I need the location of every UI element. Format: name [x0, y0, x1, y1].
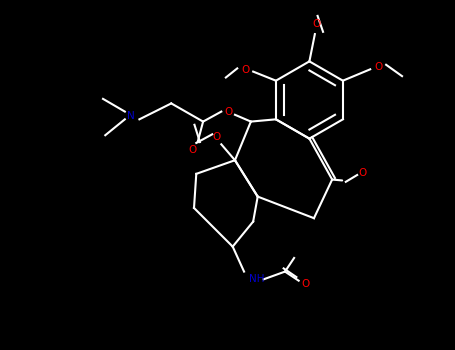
- Text: NH: NH: [248, 274, 264, 284]
- Text: N: N: [127, 111, 135, 121]
- Text: O: O: [312, 19, 320, 29]
- Text: O: O: [212, 132, 221, 142]
- Text: O: O: [301, 279, 309, 289]
- Text: O: O: [188, 145, 196, 155]
- Text: O: O: [359, 168, 367, 178]
- Text: O: O: [241, 65, 249, 75]
- Text: O: O: [224, 107, 232, 118]
- Text: O: O: [374, 62, 383, 72]
